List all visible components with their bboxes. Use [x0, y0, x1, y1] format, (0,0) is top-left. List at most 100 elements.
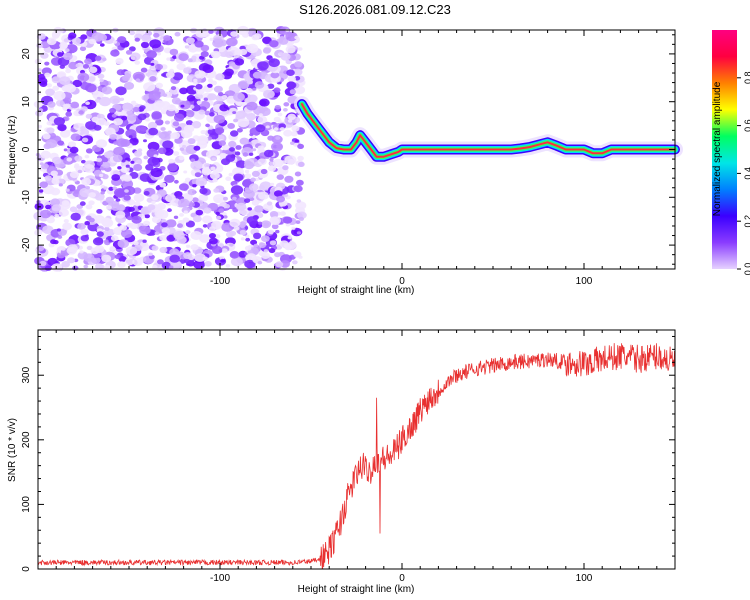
- noise-speckle: [112, 40, 117, 44]
- noise-speckle: [250, 177, 256, 182]
- noise-speckle: [203, 207, 212, 214]
- noise-speckle: [229, 243, 234, 247]
- noise-speckle: [69, 206, 78, 213]
- noise-speckle: [280, 52, 291, 61]
- noise-speckle: [295, 139, 300, 143]
- noise-speckle: [198, 109, 206, 115]
- noise-speckle: [50, 239, 57, 245]
- noise-speckle: [234, 58, 245, 66]
- noise-speckle: [172, 121, 180, 127]
- noise-speckle: [148, 127, 159, 136]
- noise-speckle: [269, 40, 279, 48]
- colorbar-tick-label: 0.8: [743, 72, 750, 85]
- noise-speckle: [135, 78, 141, 82]
- noise-speckle: [192, 184, 197, 188]
- noise-speckle: [183, 124, 195, 133]
- noise-speckle: [96, 231, 104, 237]
- noise-speckle: [142, 54, 147, 58]
- noise-speckle: [140, 41, 150, 49]
- noise-speckle: [244, 160, 252, 166]
- noise-speckle: [139, 225, 151, 235]
- noise-speckle: [208, 29, 214, 34]
- noise-speckle: [79, 46, 87, 52]
- noise-speckle: [85, 148, 93, 154]
- noise-speckle: [191, 121, 202, 129]
- noise-speckle: [258, 191, 269, 200]
- noise-speckle: [40, 150, 51, 159]
- noise-speckle: [233, 173, 244, 182]
- noise-speckle: [221, 144, 230, 151]
- noise-speckle: [159, 246, 168, 254]
- noise-speckle: [197, 135, 209, 144]
- noise-speckle: [269, 211, 279, 218]
- noise-speckle: [74, 163, 80, 168]
- noise-speckle: [243, 189, 255, 199]
- noise-speckle: [276, 195, 285, 203]
- noise-speckle: [296, 199, 302, 203]
- noise-speckle: [96, 209, 103, 214]
- noise-speckle: [63, 148, 68, 152]
- noise-speckle: [105, 196, 115, 204]
- noise-speckle: [258, 242, 266, 249]
- noise-speckle: [245, 87, 253, 94]
- noise-speckle: [154, 231, 160, 235]
- noise-speckle: [132, 241, 139, 246]
- noise-speckle: [185, 37, 195, 44]
- noise-speckle: [80, 235, 90, 242]
- noise-speckle: [96, 160, 104, 166]
- noise-speckle: [153, 154, 158, 158]
- noise-speckle: [66, 130, 71, 134]
- colorbar-tick-label: 0.2: [743, 215, 750, 228]
- noise-speckle: [220, 258, 226, 263]
- noise-speckle: [179, 100, 191, 110]
- noise-speckle: [276, 174, 284, 180]
- noise-speckle: [168, 158, 175, 164]
- noise-speckle: [270, 182, 275, 186]
- noise-speckle: [173, 215, 179, 219]
- noise-speckle: [234, 151, 241, 156]
- noise-speckle: [64, 65, 70, 70]
- noise-speckle: [286, 69, 295, 76]
- noise-speckle: [239, 137, 249, 145]
- noise-speckle: [143, 220, 151, 227]
- noise-speckle: [135, 125, 147, 134]
- noise-speckle: [124, 189, 129, 193]
- noise-speckle: [113, 146, 125, 156]
- noise-speckle: [277, 112, 283, 117]
- noise-speckle: [233, 226, 240, 231]
- noise-speckle: [172, 55, 178, 59]
- noise-speckle: [257, 61, 269, 71]
- noise-speckle: [274, 252, 281, 258]
- noise-speckle: [269, 158, 274, 162]
- noise-speckle: [188, 202, 195, 208]
- noise-speckle: [229, 251, 240, 259]
- noise-speckle: [166, 57, 171, 61]
- noise-speckle: [143, 190, 150, 196]
- noise-speckle: [122, 174, 132, 182]
- noise-speckle: [65, 111, 72, 117]
- noise-speckle: [88, 38, 96, 45]
- noise-speckle: [104, 151, 113, 159]
- noise-speckle: [279, 127, 285, 131]
- noise-speckle: [186, 94, 196, 102]
- noise-speckle: [202, 215, 213, 224]
- noise-speckle: [99, 264, 105, 269]
- noise-speckle: [84, 58, 92, 65]
- noise-speckle: [209, 112, 215, 117]
- snr-y-tick-label: 300: [21, 366, 32, 383]
- colorbar: 0.0 0.2 0.4 0.6 0.8 Normalized spectral ampl…: [712, 30, 750, 275]
- noise-speckle: [152, 264, 158, 270]
- noise-speckle: [176, 63, 186, 71]
- noise-speckle: [179, 213, 184, 217]
- noise-speckle: [85, 83, 97, 93]
- noise-speckle: [105, 205, 112, 210]
- noise-speckle: [219, 255, 225, 260]
- noise-speckle: [66, 157, 73, 162]
- noise-speckle: [185, 230, 191, 235]
- noise-speckle: [269, 240, 277, 246]
- noise-speckle: [162, 93, 168, 97]
- noise-speckle: [125, 164, 130, 168]
- noise-speckle: [237, 80, 250, 89]
- noise-speckle: [260, 220, 272, 229]
